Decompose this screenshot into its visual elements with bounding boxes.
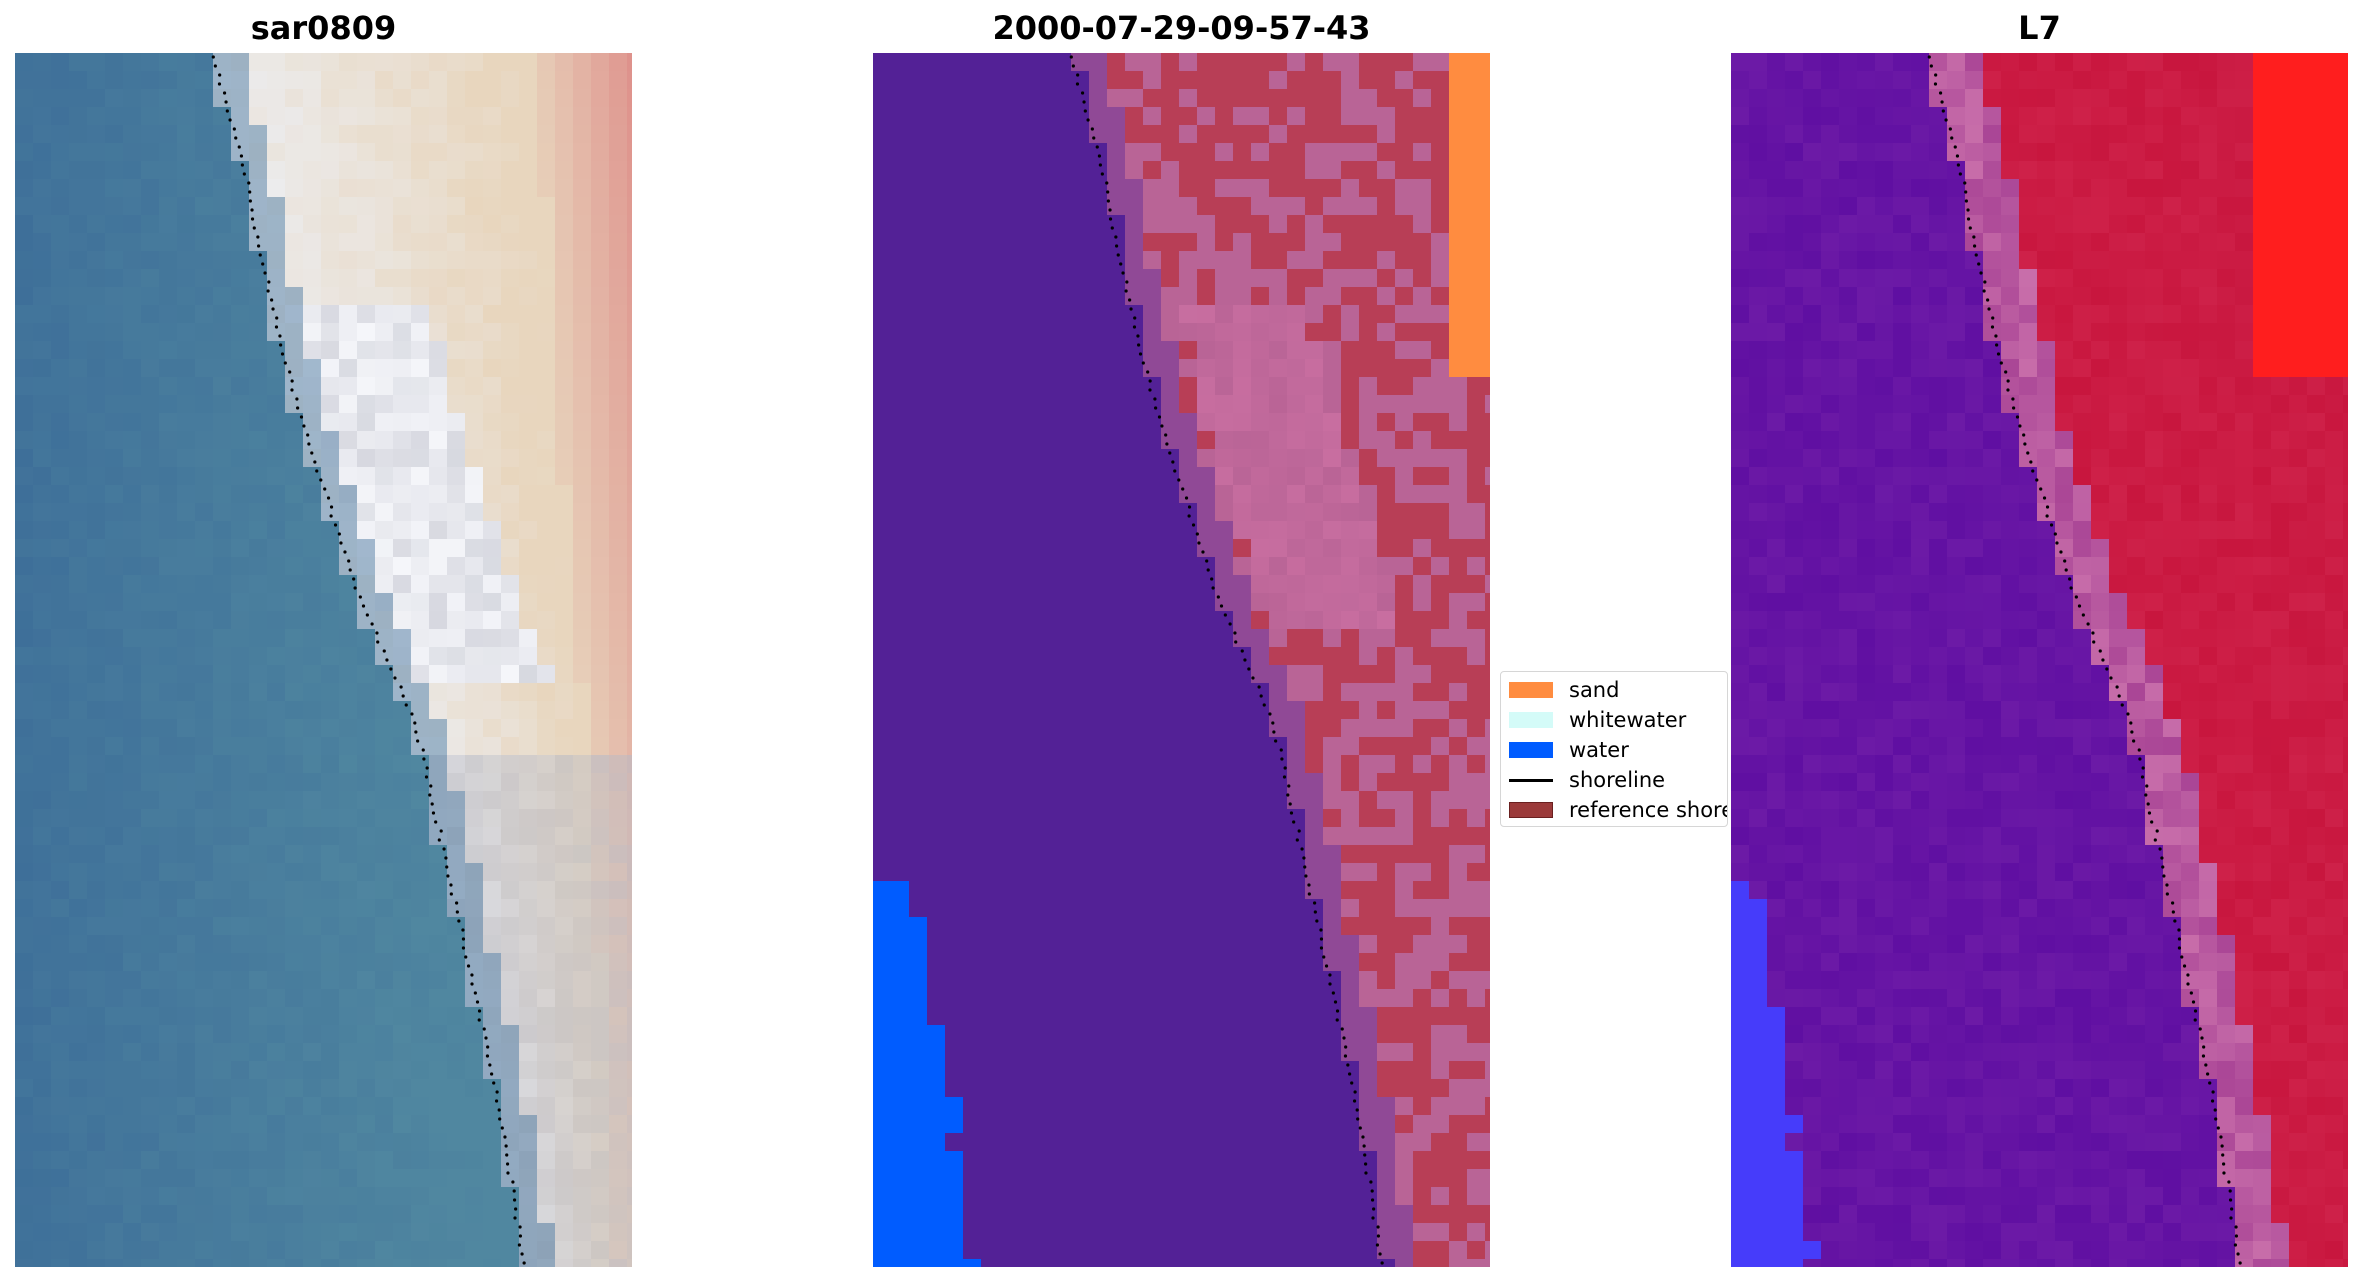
rgb-image-panel: [15, 53, 632, 1267]
classified-image-panel: [873, 53, 1490, 1267]
legend-label: shoreline: [1569, 768, 1666, 792]
panel-title-rgb: sar0809: [250, 9, 397, 47]
shoreline-dots: [1069, 55, 1384, 1265]
whitewater-swatch: [1509, 712, 1553, 728]
shoreline-dots: [211, 55, 526, 1265]
legend-item-shoreline: shoreline: [1509, 765, 1665, 795]
index-satellite-image: [1731, 53, 2348, 1267]
legend-item-whitewater: whitewater: [1509, 705, 1686, 735]
panel-title-index: L7: [2018, 9, 2061, 47]
index-image-panel: [1731, 53, 2348, 1267]
reference-shoreline-swatch: [1509, 802, 1553, 818]
legend-label: sand: [1569, 678, 1620, 702]
legend-label: water: [1569, 738, 1629, 762]
panel-title-classified: 2000-07-29-09-57-43: [992, 9, 1371, 47]
legend-item-water: water: [1509, 735, 1629, 765]
classified-satellite-image: [873, 53, 1490, 1267]
shoreline-dots: [1927, 55, 2242, 1265]
legend: sand whitewater water shoreline referenc…: [1500, 671, 1728, 827]
legend-label: whitewater: [1569, 708, 1687, 732]
legend-item-sand: sand: [1509, 675, 1619, 705]
sand-swatch: [1509, 682, 1553, 698]
shoreline-swatch: [1509, 778, 1553, 782]
legend-item-reference-shoreline: reference shoreline: [1509, 795, 1727, 825]
rgb-satellite-image: [15, 53, 632, 1267]
legend-label: reference shoreline: [1569, 798, 1727, 822]
water-swatch: [1509, 742, 1553, 758]
